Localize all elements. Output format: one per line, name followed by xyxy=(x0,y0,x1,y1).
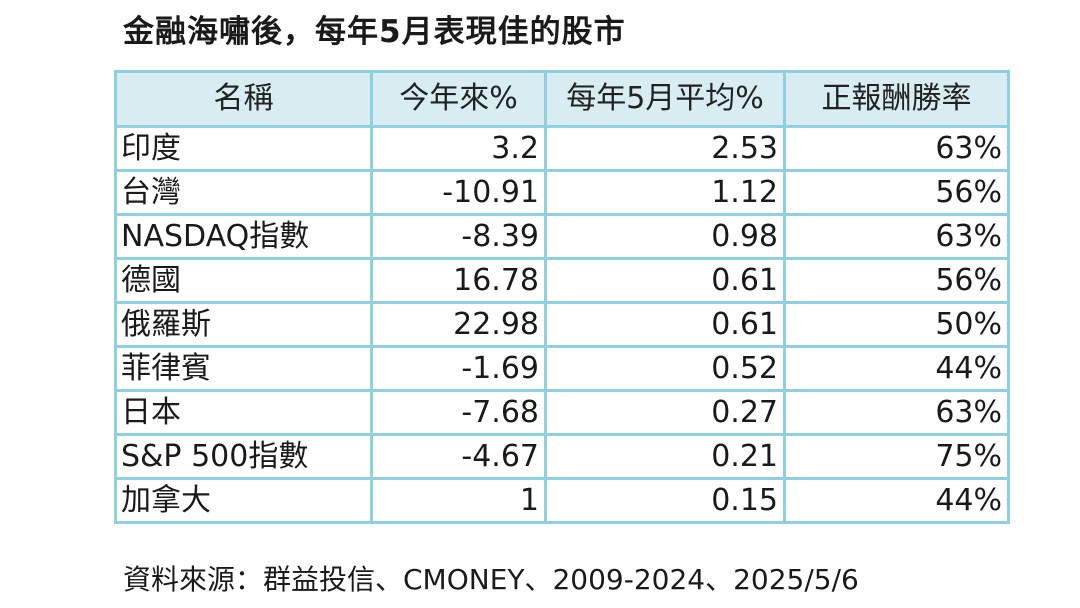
may-average-value: 0.61 xyxy=(544,257,786,304)
market-name: 菲律賓 xyxy=(114,345,373,392)
stock-market-table: 名稱 今年來% 每年5月平均% 正報酬勝率 印度 3.2 2.53 63% 台灣… xyxy=(114,70,1010,524)
may-average-value: 0.21 xyxy=(544,433,786,480)
may-average-value: 1.12 xyxy=(544,169,786,216)
ytd-value: 16.78 xyxy=(370,257,547,304)
may-average-value: 0.61 xyxy=(544,301,786,348)
table-row: 德國 16.78 0.61 56% xyxy=(114,257,1010,304)
ytd-value: 3.2 xyxy=(370,125,547,172)
market-name: 日本 xyxy=(114,389,373,436)
may-average-value: 0.15 xyxy=(544,477,786,524)
may-average-value: 2.53 xyxy=(544,125,786,172)
header-name: 名稱 xyxy=(114,70,373,128)
ytd-value: 1 xyxy=(370,477,547,524)
ytd-value: -1.69 xyxy=(370,345,547,392)
market-name: S&P 500指數 xyxy=(114,433,373,480)
header-may-average-percent: 每年5月平均% xyxy=(544,70,786,128)
may-average-value: 0.27 xyxy=(544,389,786,436)
win-rate-value: 44% xyxy=(783,477,1010,524)
ytd-value: -8.39 xyxy=(370,213,547,260)
ytd-value: -7.68 xyxy=(370,389,547,436)
win-rate-value: 63% xyxy=(783,125,1010,172)
table-row: 台灣 -10.91 1.12 56% xyxy=(114,169,1010,216)
win-rate-value: 56% xyxy=(783,257,1010,304)
source-note: 資料來源：群益投信、CMONEY、2009-2024、2025/5/6 xyxy=(123,563,859,596)
ytd-value: -10.91 xyxy=(370,169,547,216)
header-positive-return-rate: 正報酬勝率 xyxy=(783,70,1010,128)
market-name: 加拿大 xyxy=(114,477,373,524)
win-rate-value: 63% xyxy=(783,389,1010,436)
table-row: 俄羅斯 22.98 0.61 50% xyxy=(114,301,1010,348)
table-row: S&P 500指數 -4.67 0.21 75% xyxy=(114,433,1010,480)
ytd-value: 22.98 xyxy=(370,301,547,348)
page-title: 金融海嘯後，每年5月表現佳的股市 xyxy=(123,14,626,50)
win-rate-value: 44% xyxy=(783,345,1010,392)
table-row: 印度 3.2 2.53 63% xyxy=(114,125,1010,172)
may-average-value: 0.98 xyxy=(544,213,786,260)
table-header-row: 名稱 今年來% 每年5月平均% 正報酬勝率 xyxy=(114,70,1010,128)
market-name: NASDAQ指數 xyxy=(114,213,373,260)
win-rate-value: 50% xyxy=(783,301,1010,348)
header-ytd-percent: 今年來% xyxy=(370,70,547,128)
table-row: 日本 -7.68 0.27 63% xyxy=(114,389,1010,436)
win-rate-value: 63% xyxy=(783,213,1010,260)
win-rate-value: 56% xyxy=(783,169,1010,216)
ytd-value: -4.67 xyxy=(370,433,547,480)
table-row: NASDAQ指數 -8.39 0.98 63% xyxy=(114,213,1010,260)
win-rate-value: 75% xyxy=(783,433,1010,480)
may-average-value: 0.52 xyxy=(544,345,786,392)
market-name: 印度 xyxy=(114,125,373,172)
table-row: 加拿大 1 0.15 44% xyxy=(114,477,1010,524)
market-name: 德國 xyxy=(114,257,373,304)
market-name: 台灣 xyxy=(114,169,373,216)
market-name: 俄羅斯 xyxy=(114,301,373,348)
table-row: 菲律賓 -1.69 0.52 44% xyxy=(114,345,1010,392)
